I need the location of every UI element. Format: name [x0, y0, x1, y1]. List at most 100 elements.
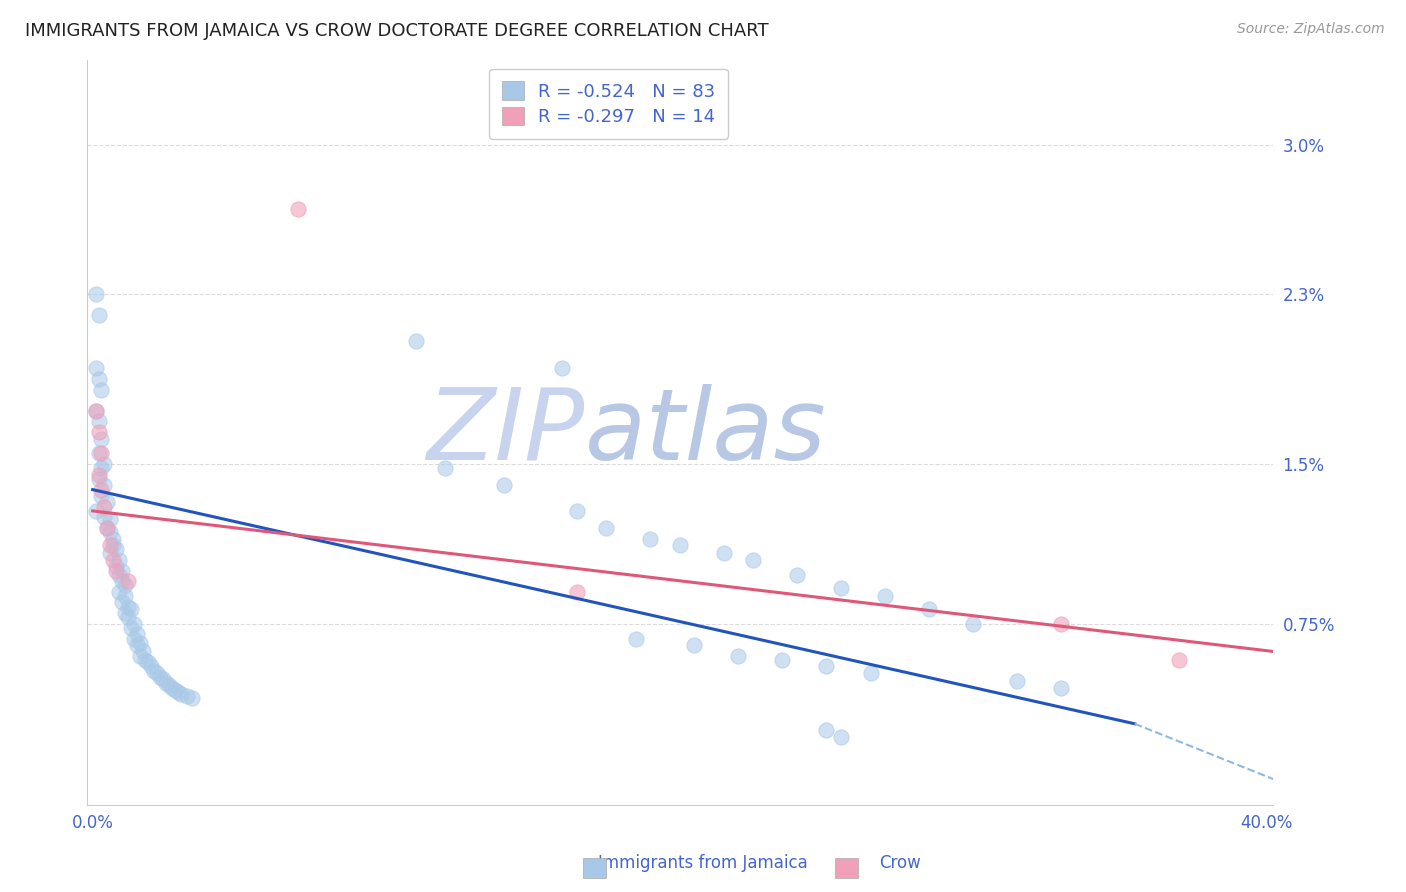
Point — [114, 578, 136, 592]
Point — [90, 489, 112, 503]
Point — [90, 432, 112, 446]
Point — [93, 510, 115, 524]
Point — [111, 574, 134, 589]
Point — [1167, 653, 1189, 667]
Text: Source: ZipAtlas.com: Source: ZipAtlas.com — [1237, 22, 1385, 37]
Legend: R = -0.524   N = 83, R = -0.297   N = 14: R = -0.524 N = 83, R = -0.297 N = 14 — [489, 69, 728, 139]
Point — [143, 664, 166, 678]
Point — [830, 581, 852, 595]
Point — [163, 682, 186, 697]
Point — [114, 589, 136, 603]
Point — [84, 361, 107, 376]
Point — [131, 644, 153, 658]
Point — [155, 676, 177, 690]
Point — [668, 538, 690, 552]
Point — [93, 457, 115, 471]
Point — [742, 553, 765, 567]
Point — [160, 681, 183, 695]
Point — [105, 559, 128, 574]
Point — [727, 648, 749, 663]
Point — [138, 655, 160, 669]
Point — [134, 653, 156, 667]
Point — [87, 446, 110, 460]
Point — [166, 685, 188, 699]
Point — [141, 659, 163, 673]
Point — [640, 532, 662, 546]
Point — [117, 599, 139, 614]
Point — [111, 564, 134, 578]
Point — [96, 495, 118, 509]
Text: Crow: Crow — [879, 855, 921, 872]
Point — [93, 500, 115, 514]
Point — [111, 595, 134, 609]
Point — [87, 472, 110, 486]
Point — [84, 286, 107, 301]
Point — [122, 616, 145, 631]
Point — [176, 689, 198, 703]
Point — [683, 638, 706, 652]
Point — [170, 687, 193, 701]
Point — [114, 606, 136, 620]
Point — [90, 483, 112, 497]
Point — [103, 538, 125, 552]
Point — [87, 308, 110, 322]
Point — [551, 361, 574, 376]
Point — [1050, 616, 1073, 631]
Point — [87, 415, 110, 429]
Point — [98, 512, 121, 526]
Point — [492, 478, 515, 492]
Point — [405, 334, 427, 348]
Point — [595, 521, 617, 535]
Point — [125, 638, 148, 652]
Point — [108, 553, 131, 567]
Point — [128, 636, 150, 650]
Point — [90, 383, 112, 397]
Point — [105, 564, 128, 578]
Point — [128, 648, 150, 663]
Text: Immigrants from Jamaica: Immigrants from Jamaica — [598, 855, 808, 872]
Text: ZIP: ZIP — [426, 384, 585, 481]
Point — [90, 446, 112, 460]
Point — [87, 425, 110, 439]
Point — [815, 723, 838, 738]
Point — [120, 621, 142, 635]
Point — [1050, 681, 1073, 695]
Point — [815, 659, 838, 673]
Point — [830, 730, 852, 744]
Point — [875, 589, 897, 603]
Point — [117, 574, 139, 589]
Point — [87, 372, 110, 386]
Point — [713, 546, 735, 560]
Point — [87, 467, 110, 482]
Point — [181, 691, 204, 706]
Text: atlas: atlas — [585, 384, 827, 481]
Point — [103, 532, 125, 546]
Point — [108, 567, 131, 582]
Point — [122, 632, 145, 646]
Point — [433, 461, 456, 475]
Point — [90, 461, 112, 475]
Point — [96, 521, 118, 535]
Point — [859, 665, 882, 680]
Point — [120, 602, 142, 616]
Point — [786, 567, 808, 582]
Point — [105, 542, 128, 557]
Point — [146, 665, 169, 680]
Point — [1007, 674, 1029, 689]
Point — [96, 521, 118, 535]
Point — [565, 504, 588, 518]
Point — [287, 202, 309, 216]
Point — [152, 672, 174, 686]
Point — [84, 404, 107, 418]
Point — [125, 627, 148, 641]
Point — [962, 616, 984, 631]
Point — [624, 632, 647, 646]
Point — [93, 478, 115, 492]
Point — [149, 670, 172, 684]
Point — [108, 584, 131, 599]
Point — [84, 504, 107, 518]
Point — [98, 546, 121, 560]
Point — [84, 404, 107, 418]
Point — [157, 678, 180, 692]
Point — [117, 610, 139, 624]
